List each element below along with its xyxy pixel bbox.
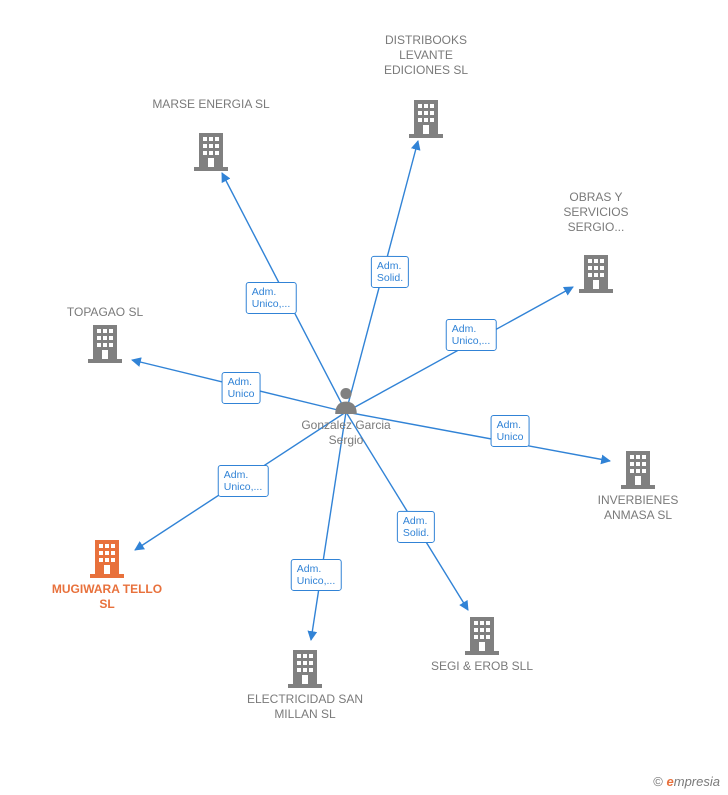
edge-label-marse[interactable]: Adm. Unico,...: [246, 282, 297, 314]
edge-label-electricidad[interactable]: Adm. Unico,...: [291, 559, 342, 591]
network-diagram: MARSE ENERGIA SL DISTRIBOOKS LEVANTE EDI…: [0, 0, 728, 795]
building-icon: [409, 98, 443, 138]
company-node-topagao[interactable]: [45, 323, 165, 367]
building-icon: [465, 615, 499, 655]
company-node-electricidad[interactable]: ELECTRICIDAD SAN MILLAN SL: [245, 648, 365, 722]
company-label: INVERBIENES ANMASA SL: [578, 493, 698, 523]
company-label-topagao: TOPAGAO SL: [45, 305, 165, 320]
company-label-distribooks: DISTRIBOOKS LEVANTE EDICIONES SL: [366, 33, 486, 78]
copyright: © empresia: [653, 774, 720, 789]
company-node-distribooks[interactable]: [366, 98, 486, 142]
edge-label-obras[interactable]: Adm. Unico,...: [446, 319, 497, 351]
person-icon: [333, 386, 359, 414]
company-label: TOPAGAO SL: [45, 305, 165, 320]
company-label: OBRAS Y SERVICIOS SERGIO...: [536, 190, 656, 235]
company-label: DISTRIBOOKS LEVANTE EDICIONES SL: [366, 33, 486, 78]
company-label: SEGI & EROB SLL: [422, 659, 542, 674]
building-icon: [579, 253, 613, 293]
company-label-obras: OBRAS Y SERVICIOS SERGIO...: [536, 190, 656, 235]
company-node-obras[interactable]: [536, 253, 656, 297]
company-node-mugiwara[interactable]: MUGIWARA TELLO SL: [47, 538, 167, 612]
edge-label-mugiwara[interactable]: Adm. Unico,...: [218, 465, 269, 497]
company-node-inverbienes[interactable]: INVERBIENES ANMASA SL: [578, 449, 698, 523]
company-label: MARSE ENERGIA SL: [151, 97, 271, 112]
building-icon: [288, 648, 322, 688]
edge-label-segi[interactable]: Adm. Solid.: [397, 511, 435, 543]
building-icon: [621, 449, 655, 489]
brand-rest: mpresia: [674, 774, 720, 789]
company-label: ELECTRICIDAD SAN MILLAN SL: [245, 692, 365, 722]
edge-label-inverbienes[interactable]: Adm. Unico: [491, 415, 530, 447]
edge-label-distribooks[interactable]: Adm. Solid.: [371, 256, 409, 288]
copyright-symbol: ©: [653, 774, 663, 789]
company-label-marse: MARSE ENERGIA SL: [151, 97, 271, 112]
building-icon: [90, 538, 124, 578]
center-person-label: Gonzalez Garcia Sergio: [301, 418, 391, 448]
center-person-node[interactable]: Gonzalez Garcia Sergio: [301, 386, 391, 448]
brand-initial: e: [667, 774, 674, 789]
company-label: MUGIWARA TELLO SL: [47, 582, 167, 612]
edge-label-topagao[interactable]: Adm. Unico: [222, 372, 261, 404]
company-node-marse[interactable]: [151, 131, 271, 175]
building-icon: [88, 323, 122, 363]
company-node-segi[interactable]: SEGI & EROB SLL: [422, 615, 542, 674]
building-icon: [194, 131, 228, 171]
